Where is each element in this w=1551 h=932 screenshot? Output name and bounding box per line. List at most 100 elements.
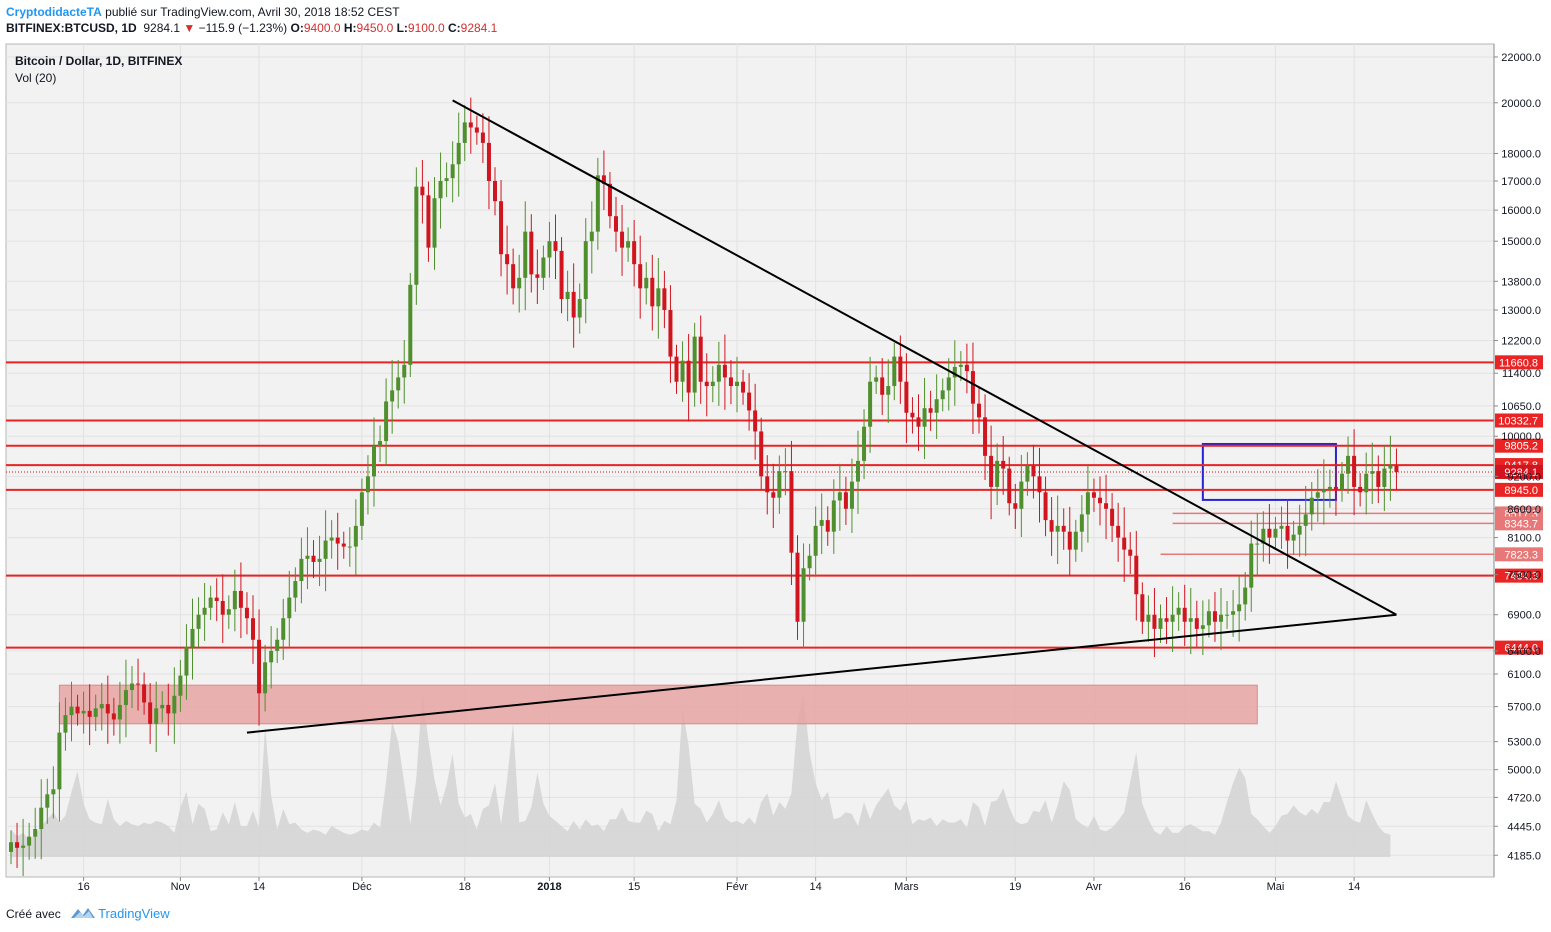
candle-down xyxy=(1128,549,1133,556)
candle-down xyxy=(1333,486,1338,490)
candle-up xyxy=(577,299,582,318)
time-tick-label: Mars xyxy=(894,881,919,893)
candle-up xyxy=(995,460,1000,487)
time-tick-label: 14 xyxy=(1348,881,1360,893)
candle-up xyxy=(1206,611,1211,626)
tradingview-logo-icon[interactable] xyxy=(70,906,95,920)
candle-up xyxy=(378,441,383,446)
candle-up xyxy=(81,710,86,714)
candle-up xyxy=(365,476,370,493)
candle-up xyxy=(1237,604,1242,612)
candle-up xyxy=(656,288,661,307)
candle-up xyxy=(1225,614,1230,616)
candle-up xyxy=(305,555,310,559)
candle-down xyxy=(916,417,921,427)
close-value: 9284.1 xyxy=(460,21,498,35)
candle-up xyxy=(9,842,13,852)
candle-down xyxy=(535,274,540,278)
candle-down xyxy=(753,410,758,432)
candle-up xyxy=(1315,492,1320,498)
candle-down xyxy=(614,216,618,232)
candle-down xyxy=(698,336,703,382)
candle-up xyxy=(317,558,322,562)
price-tick-label: 13000.0 xyxy=(1501,305,1541,317)
candle-down xyxy=(638,264,643,289)
candle-down xyxy=(1104,503,1109,509)
candle-up xyxy=(432,198,437,248)
candle-up xyxy=(1188,618,1193,622)
candle-up xyxy=(359,492,364,526)
candle-up xyxy=(1364,473,1369,493)
candle-up xyxy=(456,142,461,165)
candle-up xyxy=(1346,455,1351,474)
candle-up xyxy=(862,426,867,461)
price-tick-label: 8100.0 xyxy=(1507,533,1541,545)
price-label: 7484.3 xyxy=(1504,571,1538,583)
candle-down xyxy=(244,607,249,619)
candle-down xyxy=(880,377,885,395)
tradingview-link[interactable]: TradingView xyxy=(98,906,170,921)
open-value: 9400.0 xyxy=(303,21,341,35)
candle-down xyxy=(311,555,316,562)
candle-down xyxy=(607,183,612,217)
candle-up xyxy=(692,336,697,393)
candle-down xyxy=(728,377,733,387)
candle-down xyxy=(1013,503,1018,509)
candle-up xyxy=(390,390,395,402)
candle-up xyxy=(922,408,927,427)
time-tick-label: 19 xyxy=(1009,881,1021,893)
candle-up xyxy=(1249,543,1254,588)
candle-down xyxy=(1037,476,1042,493)
candle-up xyxy=(1243,587,1248,605)
price-tick-label: 12200.0 xyxy=(1501,336,1541,348)
candle-down xyxy=(825,520,830,532)
published-text: publié sur TradingView.com, Avril 30, 20… xyxy=(105,5,400,19)
candle-up xyxy=(323,540,328,559)
candle-down xyxy=(1110,508,1115,526)
price-label: 6444.0 xyxy=(1504,643,1538,655)
candle-up xyxy=(1055,525,1060,532)
candle-down xyxy=(662,288,667,311)
candle-up xyxy=(178,675,183,696)
candle-up xyxy=(547,241,552,258)
price-tick-label: 11400.0 xyxy=(1502,368,1541,380)
plot-area[interactable] xyxy=(5,43,1495,878)
price-tick-label: 18000.0 xyxy=(1501,148,1541,160)
candle-up xyxy=(952,366,957,378)
candle-up xyxy=(1219,614,1223,622)
candle-down xyxy=(511,264,516,289)
candle-down xyxy=(75,706,80,714)
low-value: 9100.0 xyxy=(407,21,445,35)
candle-up xyxy=(1388,465,1393,469)
time-tick-label: Déc xyxy=(352,881,372,893)
price-label: 7823.3 xyxy=(1504,549,1538,561)
candle-down xyxy=(601,175,606,184)
close-label: C: xyxy=(447,21,461,35)
time-tick-label: 16 xyxy=(77,881,89,893)
candle-up xyxy=(160,704,165,709)
candle-up xyxy=(735,381,739,387)
candle-up xyxy=(21,845,26,848)
candle-up xyxy=(680,360,685,382)
volume-indicator-label: Vol (20) xyxy=(15,71,56,85)
candle-up xyxy=(232,590,237,610)
candle-down xyxy=(474,127,479,133)
candle-up xyxy=(281,618,286,640)
time-tick-label: 18 xyxy=(459,881,471,893)
candle-down xyxy=(1031,465,1036,477)
candle-up xyxy=(958,364,963,367)
candle-down xyxy=(674,356,679,382)
candle-down xyxy=(15,842,20,848)
price-label-box xyxy=(1495,413,1543,428)
candle-down xyxy=(1376,471,1381,487)
candle-up xyxy=(353,525,358,547)
last-price: 9284.1 xyxy=(143,21,181,35)
candle-up xyxy=(1146,614,1151,622)
candle-down xyxy=(771,492,776,498)
candle-down xyxy=(529,231,534,275)
candle-up xyxy=(892,356,897,387)
candle-down xyxy=(238,590,243,608)
author-link[interactable]: CryptodidacteTA xyxy=(6,5,102,19)
candle-down xyxy=(426,195,431,248)
